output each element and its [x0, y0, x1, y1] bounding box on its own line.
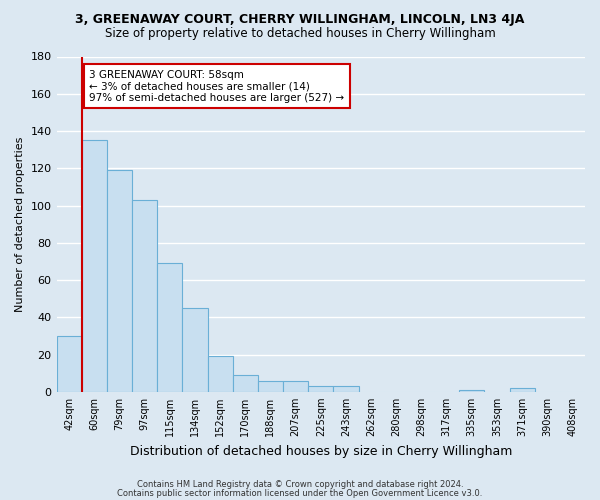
- X-axis label: Distribution of detached houses by size in Cherry Willingham: Distribution of detached houses by size …: [130, 444, 512, 458]
- Bar: [208, 356, 233, 392]
- Text: Size of property relative to detached houses in Cherry Willingham: Size of property relative to detached ho…: [104, 28, 496, 40]
- Text: 3 GREENAWAY COURT: 58sqm
← 3% of detached houses are smaller (14)
97% of semi-de: 3 GREENAWAY COURT: 58sqm ← 3% of detache…: [89, 70, 344, 102]
- Bar: [132, 200, 157, 392]
- Text: Contains HM Land Registry data © Crown copyright and database right 2024.: Contains HM Land Registry data © Crown c…: [137, 480, 463, 489]
- Bar: [233, 375, 258, 392]
- Bar: [509, 388, 535, 392]
- Text: Contains public sector information licensed under the Open Government Licence v3: Contains public sector information licen…: [118, 488, 482, 498]
- Bar: [107, 170, 132, 392]
- Bar: [283, 380, 308, 392]
- Bar: [459, 390, 484, 392]
- Bar: [82, 140, 107, 392]
- Bar: [157, 264, 182, 392]
- Text: 3, GREENAWAY COURT, CHERRY WILLINGHAM, LINCOLN, LN3 4JA: 3, GREENAWAY COURT, CHERRY WILLINGHAM, L…: [76, 12, 524, 26]
- Bar: [334, 386, 359, 392]
- Bar: [182, 308, 208, 392]
- Bar: [258, 380, 283, 392]
- Bar: [308, 386, 334, 392]
- Y-axis label: Number of detached properties: Number of detached properties: [15, 136, 25, 312]
- Bar: [56, 336, 82, 392]
